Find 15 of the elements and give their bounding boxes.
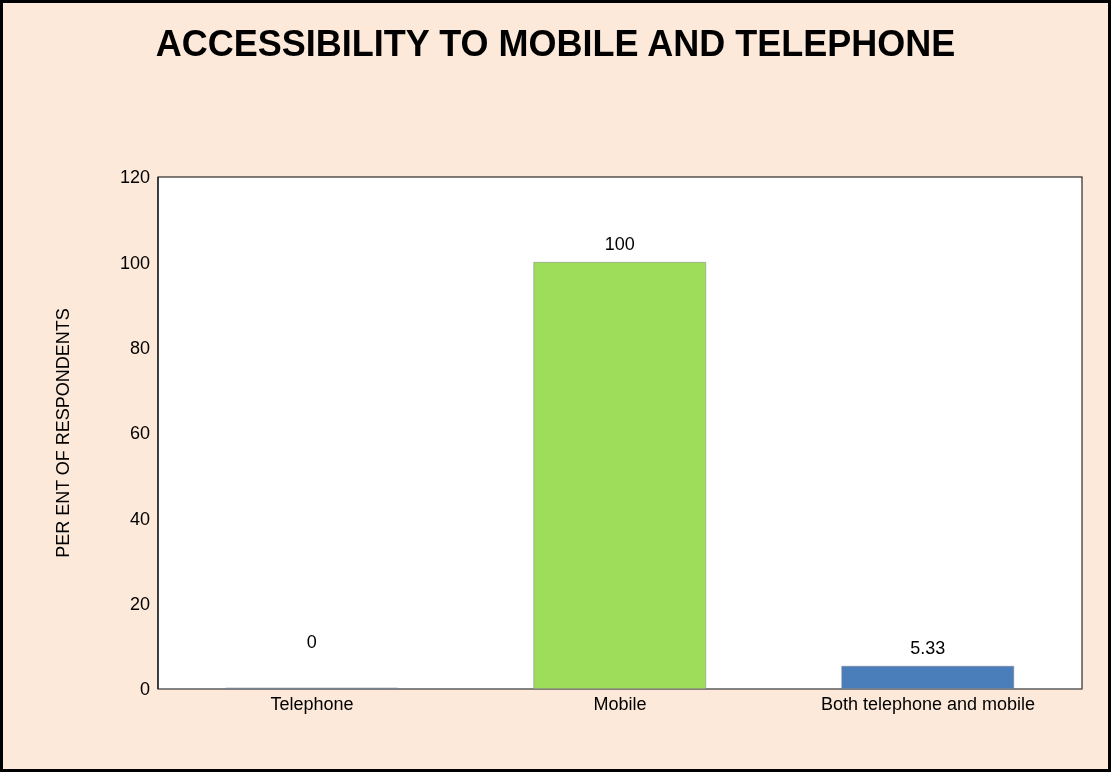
x-tick-label: Telephone — [270, 693, 354, 714]
y-tick-label: 80 — [129, 338, 150, 359]
y-tick-label: 60 — [129, 423, 150, 444]
y-tick-label: 40 — [129, 508, 150, 529]
y-tick-label: 100 — [119, 252, 150, 273]
data-label: 0 — [306, 632, 317, 652]
chart-title: ACCESSIBILITY TO MOBILE AND TELEPHONE — [154, 23, 957, 65]
x-tick-label: Mobile — [593, 693, 647, 714]
y-axis-title: PER ENT OF RESPONDENTS — [53, 308, 74, 558]
y-tick-label: 0 — [139, 679, 150, 700]
y-tick-label: 120 — [119, 167, 150, 188]
data-label: 100 — [604, 234, 635, 255]
x-tick-label: Both telephone and mobile — [820, 693, 1036, 714]
data-label: 5.33 — [910, 638, 946, 659]
y-tick-label: 20 — [129, 594, 150, 615]
